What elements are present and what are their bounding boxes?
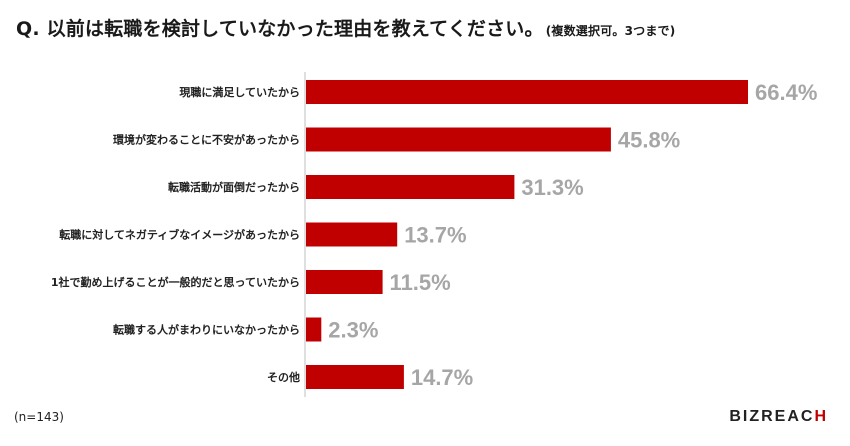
value-label: 45.8%: [618, 128, 680, 153]
logo-accent: H: [814, 408, 828, 425]
value-label: 11.5%: [390, 270, 451, 295]
bar: [306, 175, 515, 199]
question-note: (複数選択可。3つまで): [545, 24, 676, 38]
category-label: その他: [267, 370, 300, 384]
category-label: 転職に対してネガティブなイメージがあったから: [59, 228, 300, 242]
bar: [306, 127, 611, 152]
sample-size: (n=143): [14, 410, 64, 424]
value-label: 13.7%: [404, 223, 466, 248]
bizreach-logo: BIZREACH: [729, 408, 828, 426]
category-label: 転職する人がまわりにいなかったから: [113, 323, 300, 337]
bar: [306, 222, 398, 247]
category-label: 転職活動が面倒だったから: [168, 180, 300, 194]
value-label: 14.7%: [411, 365, 473, 390]
category-label: 1社で勤め上げることが一般的だと思っていたから: [51, 275, 300, 289]
value-label: 66.4%: [755, 80, 817, 105]
bar: [306, 80, 748, 104]
chart-title: Q. 以前は転職を検討していなかった理由を教えてください。 (複数選択可。3つまで…: [16, 14, 675, 41]
bar: [306, 365, 404, 389]
question-text: Q. 以前は転職を検討していなかった理由を教えてください。: [16, 18, 544, 40]
category-label: 環境が変わることに不安があったから: [113, 133, 300, 147]
logo-text: BIZREAC: [729, 408, 815, 425]
category-label: 現職に満足していたから: [179, 85, 300, 99]
value-label: 2.3%: [328, 318, 378, 343]
bar: [306, 317, 322, 342]
bar: [306, 270, 383, 294]
value-label: 31.3%: [521, 175, 583, 200]
